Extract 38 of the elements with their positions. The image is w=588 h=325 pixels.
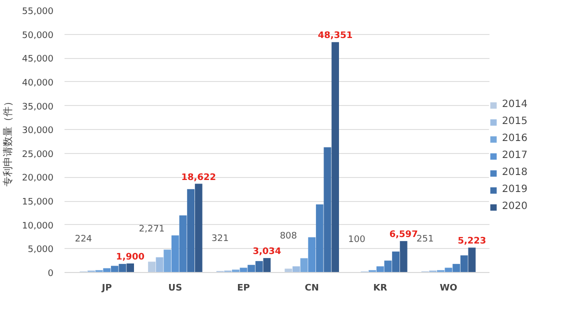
y-tick-label: 45,000 (22, 54, 54, 65)
y-tick-label: 15,000 (22, 198, 54, 208)
x-tick-label: KR (373, 284, 388, 294)
y-axis-title: 专利申请数量（件） (2, 96, 14, 186)
data-label: 18,622 (181, 172, 216, 183)
data-label: 6,597 (389, 230, 418, 240)
y-tick-label: 50,000 (22, 30, 54, 41)
y-tick-label: 25,000 (22, 150, 54, 160)
y-tick-label: 10,000 (22, 221, 54, 232)
data-label: 251 (416, 234, 434, 244)
legend-label: 2017 (502, 150, 528, 161)
legend-label: 2016 (502, 133, 528, 144)
y-tick-label: 5,000 (28, 245, 54, 256)
x-tick-label: US (168, 284, 182, 294)
data-label: 2,271 (138, 224, 165, 235)
legend-label: 2020 (502, 201, 528, 212)
y-tick-label: 20,000 (22, 174, 54, 184)
y-tick-label: 40,000 (22, 78, 54, 88)
legend-label: 2014 (502, 99, 528, 110)
data-label: 3,034 (252, 247, 282, 258)
y-tick-label: 30,000 (22, 126, 54, 136)
data-label: 100 (348, 235, 366, 246)
data-label: 224 (74, 234, 92, 244)
data-label: 808 (280, 232, 298, 242)
data-label: 48,351 (318, 31, 353, 42)
data-label: 1,900 (116, 252, 145, 262)
y-tick-label: 0 (48, 269, 54, 279)
x-tick-label: JP (100, 284, 112, 294)
x-tick-label: EP (237, 284, 250, 294)
legend-label: 2015 (502, 116, 528, 127)
y-tick-label: 55,000 (22, 7, 54, 17)
data-label: 321 (212, 234, 229, 244)
y-tick-label: 35,000 (22, 102, 54, 112)
legend-label: 2019 (502, 184, 528, 195)
x-tick-label: CN (304, 284, 319, 294)
x-tick-label: WO (440, 284, 458, 294)
data-label: 5,223 (458, 236, 486, 247)
legend-label: 2018 (502, 167, 528, 178)
